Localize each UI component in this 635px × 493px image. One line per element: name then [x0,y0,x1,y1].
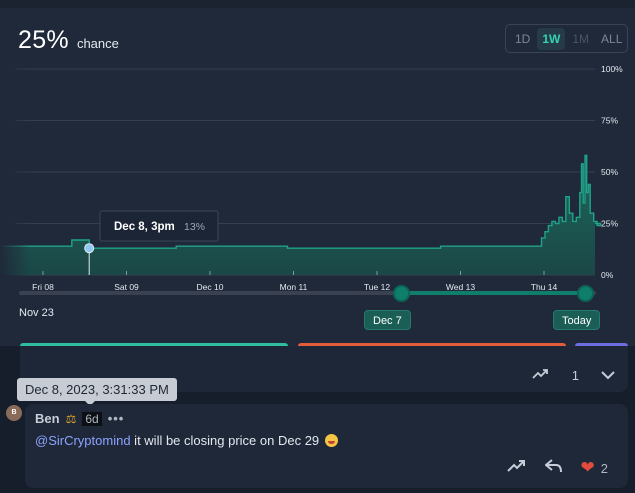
chart-series [0,154,602,275]
range-to-chip: Today [553,310,601,330]
buy-yes-button[interactable] [20,343,288,347]
x-axis-ticks: Fri 08 Sat 09 Dec 10 Mon 11 Tue 12 Wed 13 Thu … [32,271,558,292]
x-tick-label: Mon 11 [280,282,308,292]
y-tick-label: 75% [601,116,618,126]
y-axis-ticks: 0% 25% 50% 75% 100% [601,64,623,280]
range-from-chip: Dec 7 [364,310,411,330]
time-range-switch: 1D 1W 1M ALL [505,24,628,53]
probability-chart[interactable]: 0% 25% 50% 75% 100% Fri 08 Sat 09 Dec 10 Mon 11… [0,54,635,294]
avatar[interactable]: B [6,405,22,421]
x-tick-label: Sat 09 [114,282,139,292]
chart-left-fade [0,54,30,279]
market-card: 25% chance 1D 1W 1M ALL 0% 25% 50% 75% 100% … [0,8,635,346]
hover-tooltip-date: Dec 8, 3pm [114,221,175,233]
comment-body: @SirCryptomind it will be closing price … [35,433,338,448]
comment-timestamp-tooltip: Dec 8, 2023, 3:31:33 PM [17,378,177,406]
range-1m-button: 1M [572,31,590,46]
hover-point [84,243,95,254]
chart-grid [15,68,595,276]
range-slider-track[interactable] [19,291,596,295]
range-slider-end-handle[interactable] [577,285,594,302]
range-1w-button[interactable]: 1W [537,27,566,50]
comment-header: Ben ⚖ 6d ••• [35,411,124,426]
heart-icon[interactable]: ❤ [580,458,595,477]
comment-author[interactable]: Ben [35,411,60,426]
range-slider-start-handle[interactable] [393,285,410,302]
x-tick-label: Tue 12 [364,282,390,292]
range-1d-button[interactable]: 1D [515,31,531,46]
range-start-label: Nov 23 [19,307,54,319]
y-tick-label: 100% [601,64,623,74]
more-options-icon[interactable]: ••• [107,411,125,426]
chevron-down-icon[interactable] [601,368,615,383]
scale-icon: ⚖ [65,411,77,426]
series-area [0,155,601,275]
x-tick-label: Wed 13 [446,282,475,292]
comment-age[interactable]: 6d [82,411,102,426]
previous-comment-actions: 1 [532,368,615,383]
previous-like-count: 1 [571,368,579,383]
buy-no-button[interactable] [298,343,566,347]
y-tick-label: 25% [601,219,618,229]
y-tick-label: 0% [601,270,614,280]
comment-actions: ❤ 2 [506,458,608,478]
probability-headline: 25% chance [18,26,119,55]
extra-action-button[interactable] [575,343,628,347]
hover-tooltip-value: 13% [184,221,205,233]
repost-icon[interactable] [506,459,527,478]
comment-card: Ben ⚖ 6d ••• @SirCryptomind it will be c… [25,404,628,488]
y-tick-label: 50% [601,167,618,177]
x-tick-label: Thu 14 [531,282,558,292]
probability-value: 25% [18,26,69,54]
probability-label: chance [76,36,119,51]
range-all-button[interactable]: ALL [601,31,623,46]
repost-icon[interactable] [532,368,550,383]
range-slider-selection [401,291,586,295]
chart-hover-marker: Dec 8, 3pm 13% [84,210,219,275]
series-line [0,154,602,249]
user-mention-link[interactable]: @SirCryptomind [35,433,131,448]
hover-tooltip [99,210,219,242]
like-count: 2 [600,460,608,476]
top-strip [0,0,635,8]
x-tick-label: Fri 08 [32,282,54,292]
comment-text: it will be closing price on Dec 29 [130,433,320,448]
x-tick-label: Dec 10 [197,282,224,292]
laughing-emoji-icon [324,434,338,447]
reply-icon[interactable] [543,458,563,478]
